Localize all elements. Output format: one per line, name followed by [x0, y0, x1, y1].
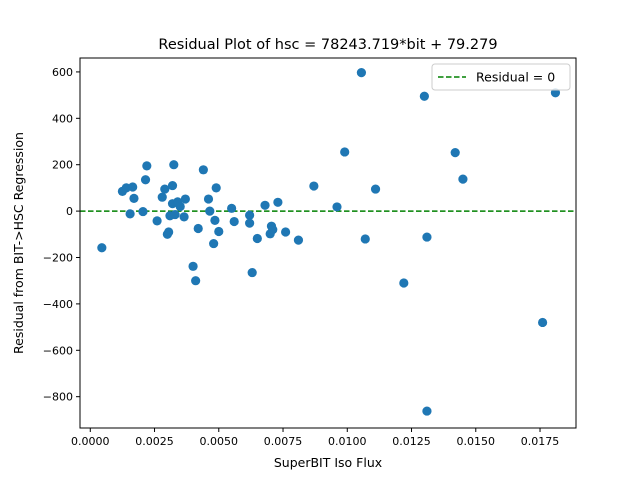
data-point	[227, 203, 237, 213]
data-point	[169, 160, 179, 170]
data-point	[268, 225, 278, 235]
data-point	[260, 200, 270, 210]
x-tick-label: 0.0025	[135, 435, 174, 448]
y-tick-label: −400	[43, 298, 73, 311]
data-point	[180, 194, 190, 204]
data-point	[142, 161, 152, 171]
data-point	[140, 175, 151, 185]
y-tick-label: 600	[52, 66, 73, 79]
data-point	[125, 209, 135, 219]
legend-box	[431, 63, 571, 91]
plot-area-frame	[79, 57, 577, 429]
x-tick-label: 0.0100	[328, 435, 367, 448]
data-point	[129, 193, 139, 203]
data-point	[309, 181, 319, 191]
data-point	[128, 182, 138, 192]
y-tick-label: −200	[43, 251, 73, 264]
data-point	[188, 261, 198, 271]
data-point	[229, 216, 239, 227]
data-point	[164, 227, 174, 237]
data-point	[191, 276, 201, 286]
data-point	[245, 218, 255, 228]
data-point	[537, 317, 548, 328]
x-tick-label: 0.0050	[200, 435, 239, 448]
data-point	[252, 233, 262, 244]
x-tick-label: 0.0125	[392, 435, 431, 448]
data-point	[280, 227, 291, 237]
data-point	[340, 147, 350, 157]
data-point	[157, 192, 167, 202]
y-tick-label: 0	[66, 205, 73, 218]
data-point	[138, 206, 148, 217]
x-tick-label: 0.0175	[521, 435, 560, 448]
y-tick-label: 200	[52, 159, 73, 172]
y-tick-label: −800	[43, 391, 73, 404]
x-tick-label: 0.0000	[71, 435, 110, 448]
data-point	[247, 267, 257, 278]
x-axis-ticks: 0.0000 0.0025 0.0050 0.0075 0.0100 0.0125 0.01…	[71, 428, 559, 448]
data-point	[193, 223, 203, 234]
data-point	[214, 226, 224, 237]
x-tick-label: 0.0150	[457, 435, 496, 448]
data-point	[273, 197, 283, 207]
y-tick-label: −600	[43, 344, 73, 357]
data-point	[356, 68, 367, 78]
y-tick-label: 400	[52, 112, 73, 125]
data-point	[198, 165, 208, 175]
x-tick-label: 0.0075	[264, 435, 303, 448]
data-point	[160, 184, 170, 194]
data-point	[370, 184, 381, 194]
data-point	[210, 215, 220, 225]
data-point	[245, 210, 255, 220]
data-point	[205, 206, 215, 216]
legend: Residual = 0	[431, 63, 571, 91]
y-axis-ticks: 600 400 200 0 −200 −400 −600 −800	[43, 66, 80, 404]
y-axis-label: Residual from BIT->HSC Regression	[11, 132, 26, 354]
data-point	[332, 202, 342, 212]
legend-label: Residual = 0	[476, 70, 555, 85]
data-point	[211, 183, 221, 193]
data-point	[360, 234, 370, 244]
data-point	[167, 180, 178, 191]
data-point	[152, 216, 162, 226]
data-point	[458, 174, 468, 184]
data-point	[450, 148, 460, 158]
chart-title: Residual Plot of hsc = 78243.719*bit + 7…	[158, 37, 497, 53]
x-axis-label: SuperBIT Iso Flux	[274, 455, 382, 470]
data-point	[175, 201, 185, 212]
data-point	[179, 212, 189, 222]
data-point	[399, 278, 409, 288]
data-point	[209, 238, 219, 249]
data-point	[97, 243, 107, 253]
data-point	[170, 209, 180, 220]
data-point	[419, 91, 429, 101]
data-point	[422, 406, 432, 416]
data-point	[293, 235, 304, 245]
data-point	[203, 194, 214, 204]
data-point	[422, 232, 432, 242]
